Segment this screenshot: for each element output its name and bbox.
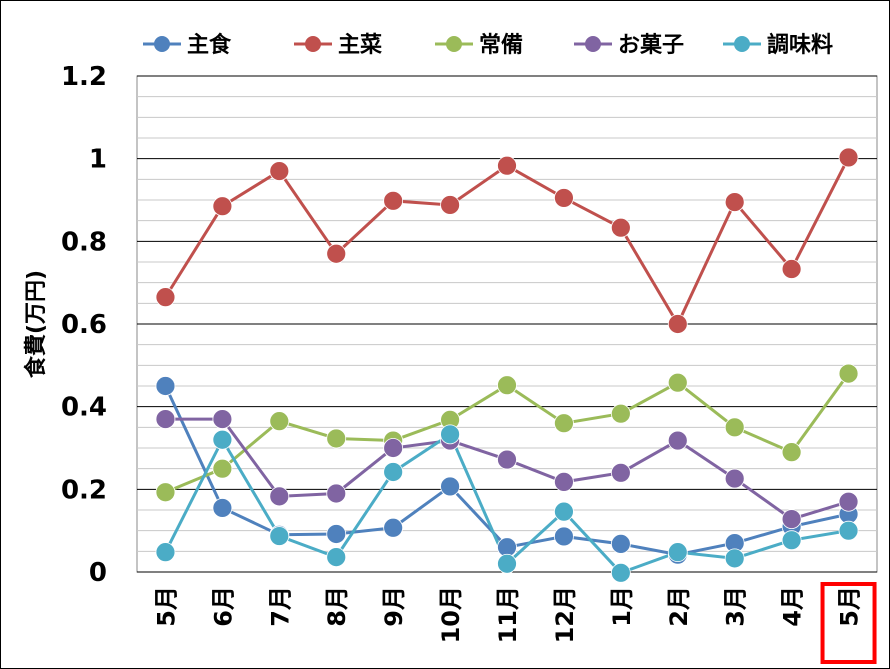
data-point — [212, 498, 233, 518]
data-point — [781, 442, 802, 463]
data-point — [269, 411, 290, 432]
y-tick-label: 0.6 — [61, 310, 107, 340]
data-point — [554, 526, 574, 547]
data-point — [497, 553, 517, 574]
x-tick-label: 5月 — [836, 586, 864, 627]
data-point — [326, 483, 347, 504]
x-tick-label: 11月 — [494, 586, 522, 643]
x-tick-label: 9月 — [380, 586, 408, 627]
legend-marker — [734, 36, 750, 52]
y-tick-label: 0 — [89, 558, 107, 588]
data-point — [383, 517, 404, 538]
data-point — [724, 192, 745, 212]
data-point — [781, 259, 802, 279]
data-point — [667, 542, 688, 563]
data-point — [554, 501, 574, 522]
data-point — [383, 438, 404, 458]
x-tick-label: 12月 — [551, 586, 579, 643]
data-point — [269, 526, 290, 546]
data-point — [440, 476, 460, 497]
data-point — [724, 548, 745, 569]
data-point — [383, 190, 404, 211]
legend-label: 調味料 — [767, 32, 833, 58]
data-point — [155, 376, 176, 396]
data-point — [554, 471, 574, 492]
y-tick-label: 1.2 — [61, 62, 107, 92]
x-tick-label: 2月 — [665, 586, 693, 627]
legend: 主食 主菜 常備 お菓子 調味料 — [143, 32, 833, 58]
x-tick-label: 8月 — [323, 586, 351, 627]
legend-marker — [446, 36, 462, 52]
data-point — [610, 533, 631, 554]
x-axis-ticks: 5月 6月 7月 8月 9月 10月 11月 12月 1月 2月 3月 4月 5月 — [152, 586, 863, 643]
data-point — [326, 547, 347, 568]
data-point — [781, 509, 802, 529]
x-tick-label: 5月 — [152, 586, 180, 627]
data-point — [667, 372, 688, 393]
data-point — [269, 486, 290, 507]
data-point — [440, 424, 460, 445]
data-point — [383, 462, 404, 482]
y-tick-label: 0.8 — [61, 227, 107, 257]
data-point — [838, 363, 859, 384]
data-point — [610, 403, 631, 424]
data-point — [326, 243, 347, 264]
data-point — [212, 458, 233, 479]
x-tick-label: 10月 — [437, 586, 465, 643]
series-group — [155, 147, 859, 583]
y-tick-label: 0.2 — [61, 475, 107, 505]
legend-label: 常備 — [479, 32, 523, 58]
x-tick-label: 6月 — [209, 586, 237, 627]
legend-marker — [154, 36, 170, 52]
data-point — [667, 314, 688, 334]
data-point — [838, 491, 859, 512]
x-tick-label: 4月 — [779, 586, 807, 627]
x-tick-label: 3月 — [722, 586, 750, 627]
legend-label: 主食 — [187, 32, 232, 58]
data-point — [724, 417, 745, 438]
data-point — [497, 375, 517, 396]
data-point — [155, 482, 176, 503]
data-point — [212, 409, 233, 429]
data-point — [497, 449, 517, 470]
y-tick-label: 0.4 — [61, 393, 107, 423]
data-point — [838, 147, 859, 168]
data-point — [781, 530, 802, 551]
data-point — [610, 462, 631, 483]
y-axis-ticks: 0 0.2 0.4 0.6 0.8 1 1.2 — [61, 62, 107, 588]
legend-marker — [305, 36, 321, 52]
data-point — [610, 217, 631, 238]
data-point — [155, 287, 176, 308]
data-point — [497, 155, 517, 176]
legend-marker — [585, 36, 601, 52]
legend-label: お菓子 — [618, 32, 684, 58]
x-tick-label: 1月 — [608, 586, 636, 627]
data-point — [155, 542, 176, 563]
data-point — [269, 161, 290, 181]
data-point — [667, 430, 688, 451]
data-point — [326, 524, 347, 544]
data-point — [326, 428, 347, 449]
highlight-box — [820, 582, 877, 664]
y-axis-label: 食費(万円) — [23, 270, 49, 378]
legend-label: 主菜 — [338, 33, 382, 58]
data-point — [724, 468, 745, 489]
data-point — [838, 520, 859, 541]
data-point — [610, 562, 631, 583]
y-tick-label: 1 — [89, 145, 107, 175]
data-point — [155, 409, 176, 429]
data-point — [554, 188, 574, 208]
data-point — [212, 196, 233, 217]
data-point — [212, 429, 233, 450]
x-tick-label: 7月 — [266, 586, 294, 627]
data-point — [440, 195, 460, 215]
data-point — [554, 413, 574, 434]
